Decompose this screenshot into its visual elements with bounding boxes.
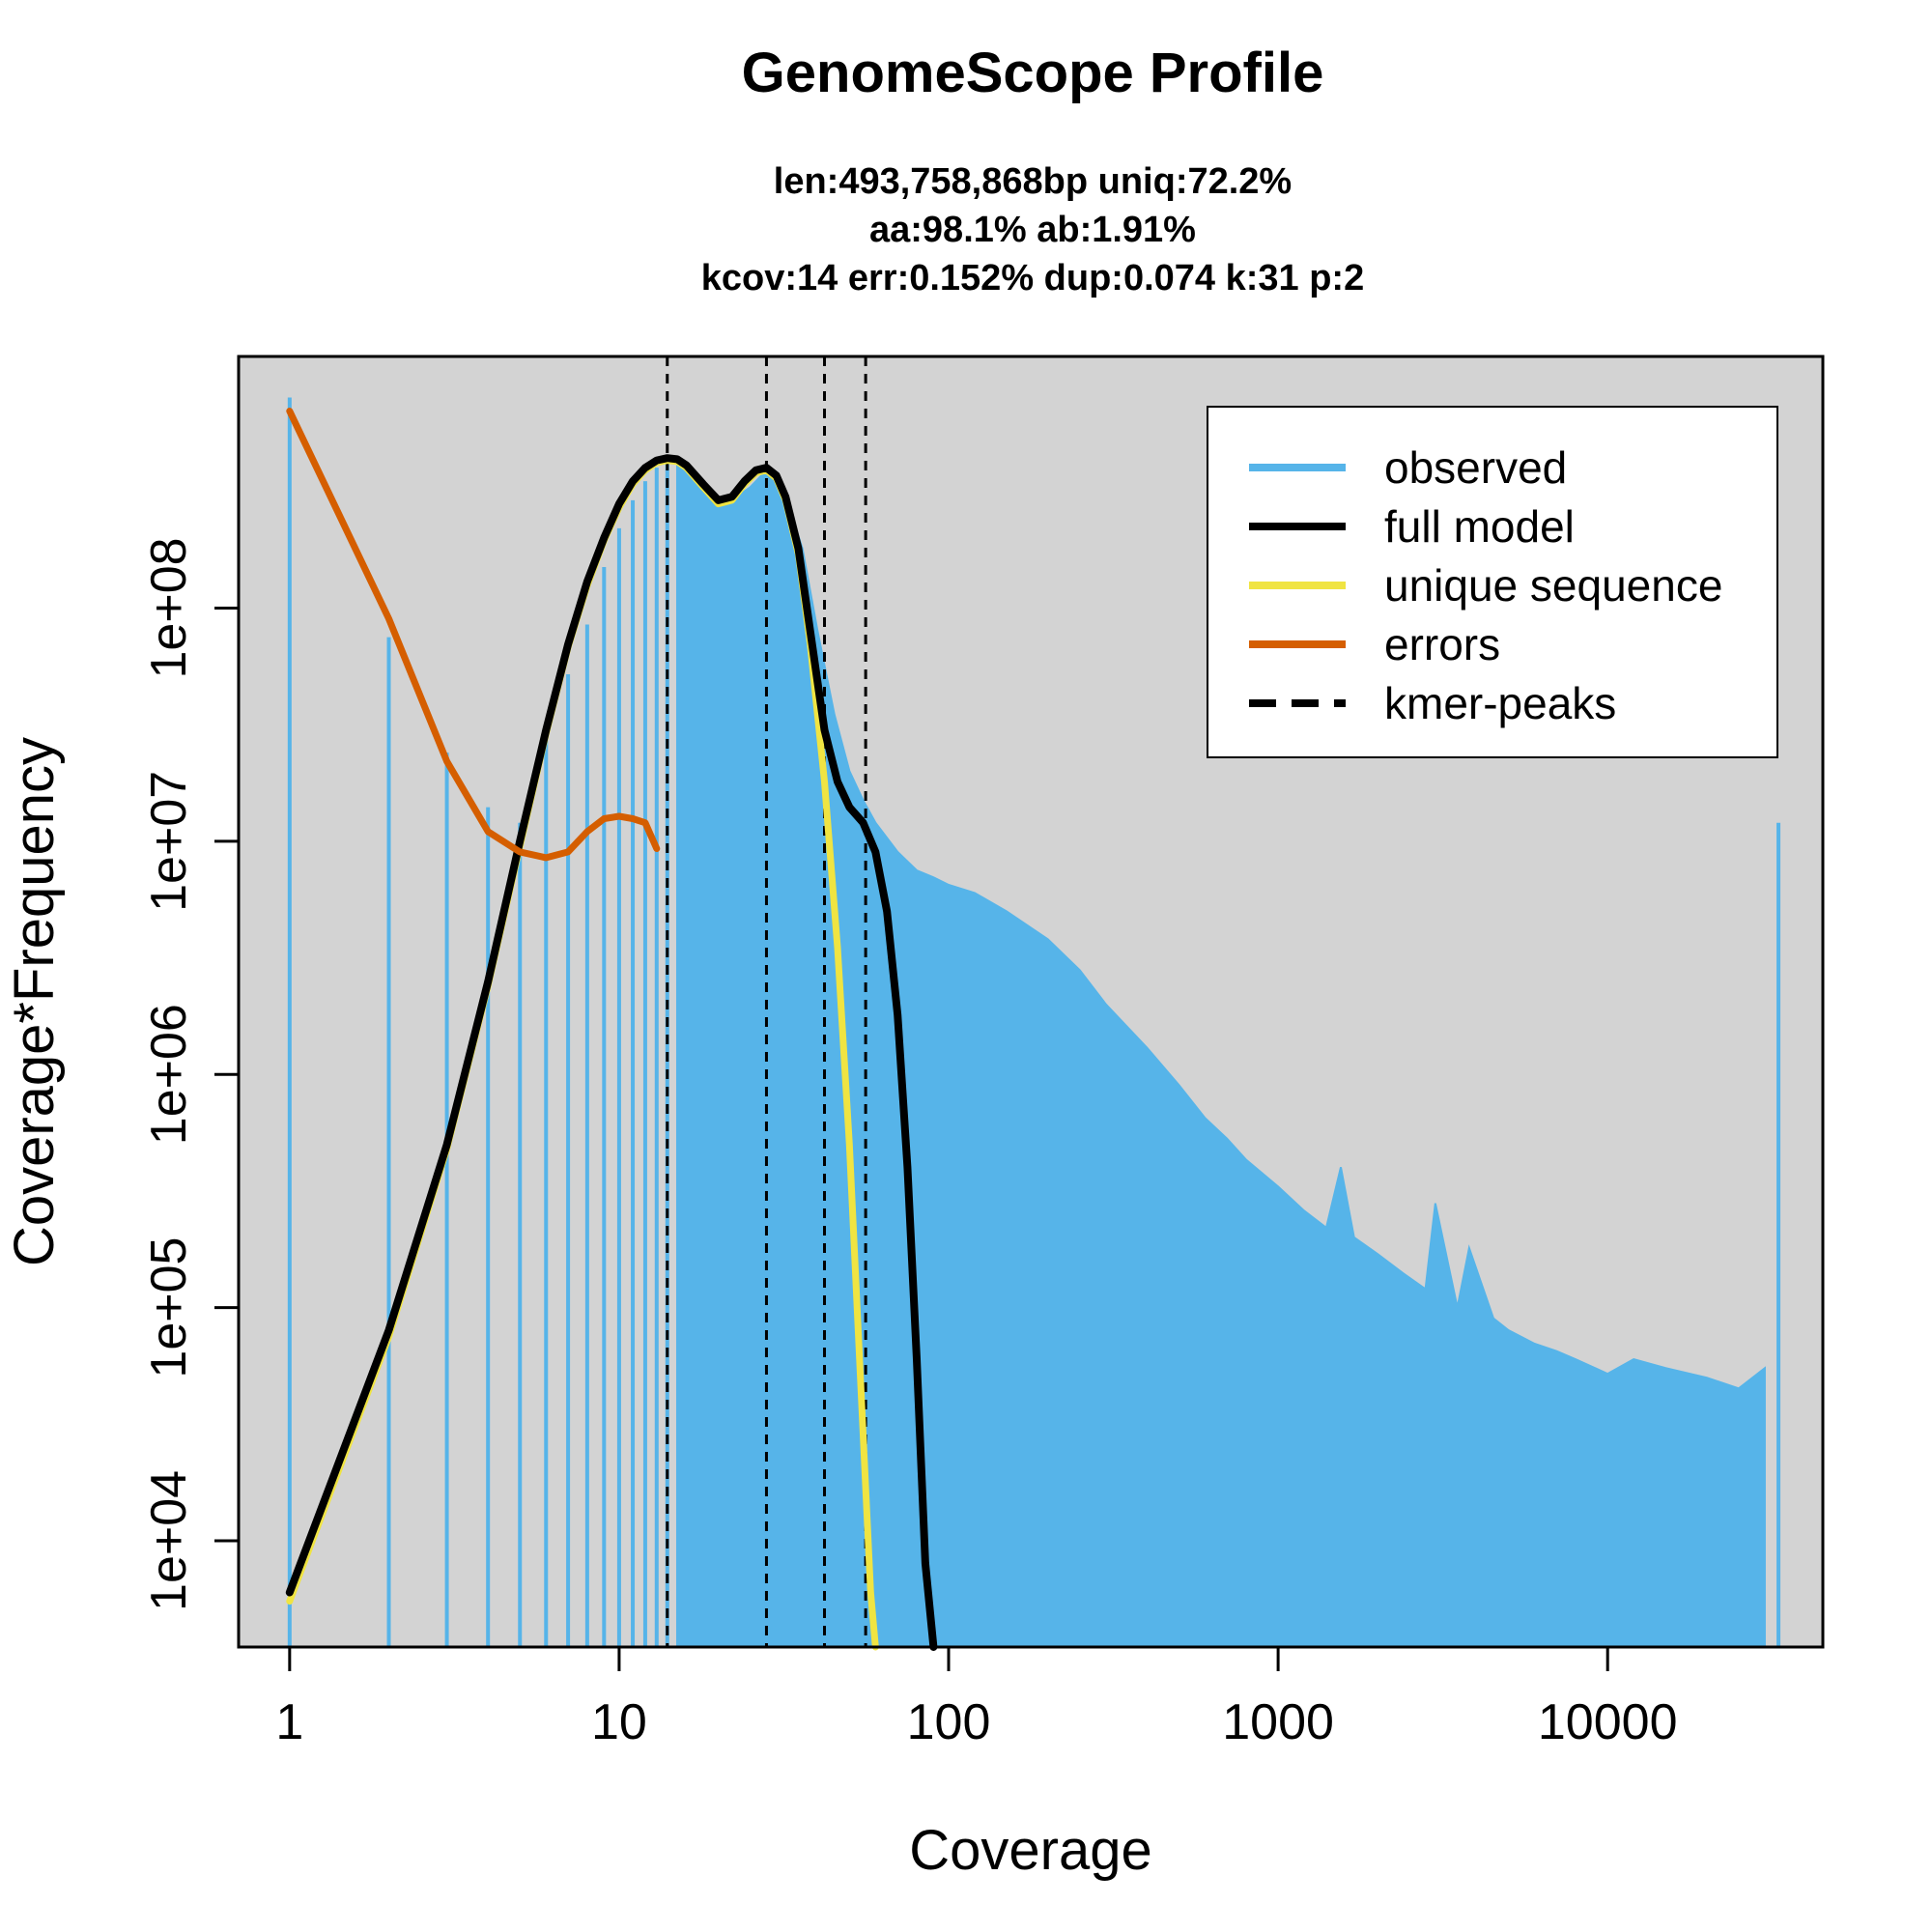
chart-title: GenomeScope Profile [742,42,1324,104]
y-tick-label: 1e+07 [141,771,197,912]
x-tick-label: 1 [275,1694,303,1750]
legend-label: kmer-peaks [1384,678,1616,728]
x-tick-label: 100 [907,1694,991,1750]
observed-bars [287,397,1781,1648]
legend-label: unique sequence [1384,560,1722,611]
legend-label: observed [1384,442,1567,493]
x-axis: 1 10 100 1000 10000 [275,1645,1678,1750]
x-tick-label: 10 [591,1694,647,1750]
model-curves [285,408,938,1651]
full-model-curve [285,454,938,1651]
y-tick-label: 1e+04 [141,1470,197,1611]
x-tick-label: 10000 [1538,1694,1678,1750]
y-tick-label: 1e+05 [141,1237,197,1378]
legend: observed full model unique sequence errors k… [1207,406,1778,758]
y-tick-label: 1e+08 [141,537,197,678]
subtitle-line-2: aa:98.1% ab:1.91% [869,210,1196,250]
subtitle-line-1: len:493,758,868bp uniq:72.2% [774,161,1292,202]
x-tick-label: 1000 [1222,1694,1334,1750]
errors-curve [286,408,661,862]
y-axis-label: Coverage*Frequency [3,737,66,1266]
kmer-peak-lines [666,356,867,1647]
y-axis: 1e+04 1e+05 1e+06 1e+07 1e+08 [141,537,241,1611]
legend-label: full model [1384,501,1575,552]
legend-label: errors [1384,619,1500,669]
subtitle-line-3: kcov:14 err:0.152% dup:0.074 k:31 p:2 [701,258,1364,298]
x-axis-label: Coverage [909,1819,1151,1882]
y-tick-label: 1e+06 [141,1004,197,1145]
